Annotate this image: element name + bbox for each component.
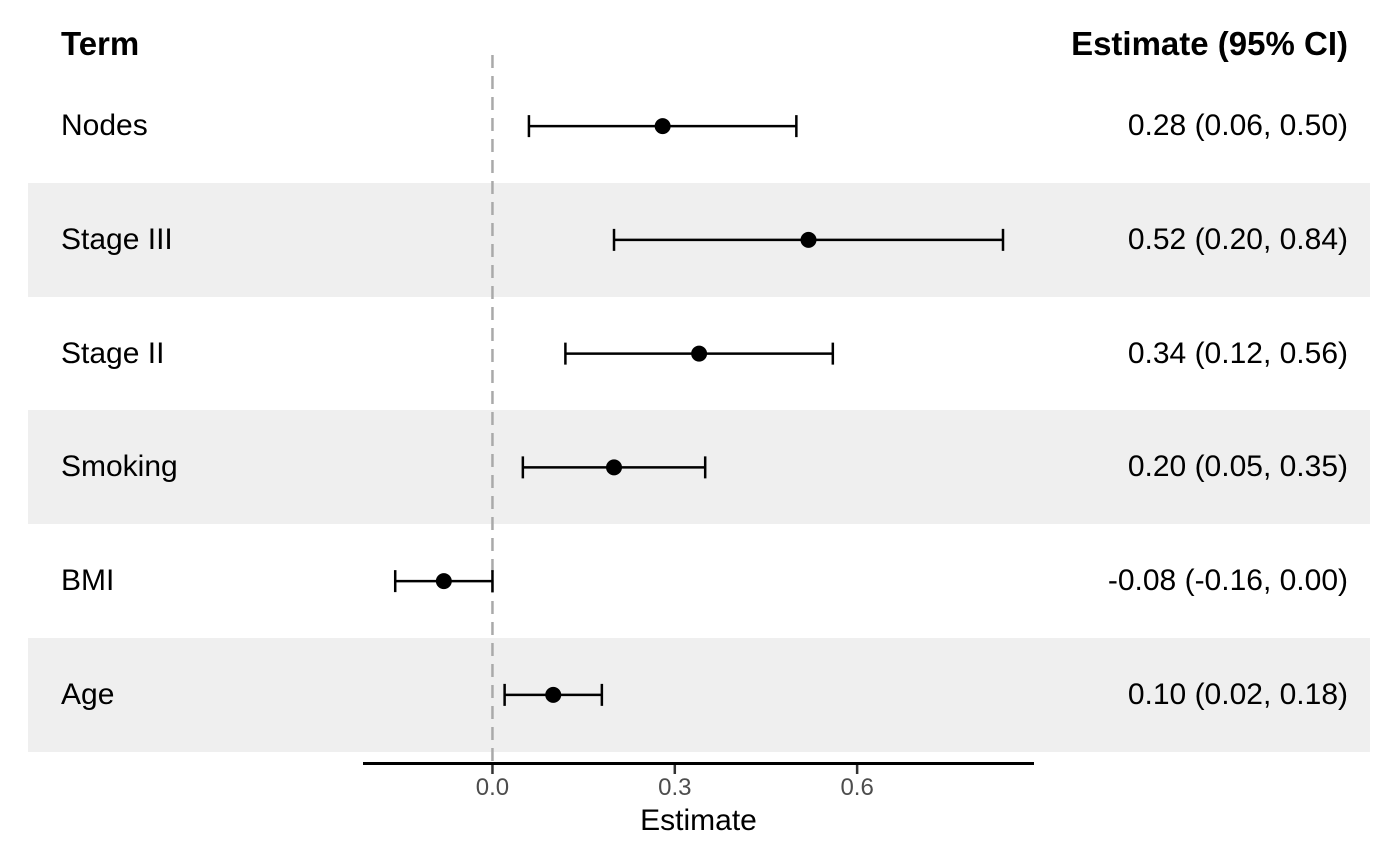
estimate-point (654, 118, 671, 135)
estimate-ci-value: 0.28 (0.06, 0.50) (1127, 109, 1348, 143)
x-axis-tick-label: 0.0 (476, 774, 509, 801)
estimate-point (800, 231, 817, 248)
estimate-point (435, 573, 452, 590)
ci-row (612, 228, 1005, 251)
estimate-ci-value: 0.34 (0.12, 0.56) (1127, 336, 1348, 370)
ci-row (393, 570, 494, 593)
estimate-column-header: Estimate (95% CI) (1071, 25, 1348, 62)
term-label: Smoking (61, 450, 178, 484)
estimate-point (606, 459, 623, 476)
estimate-ci-value: 0.20 (0.05, 0.35) (1127, 450, 1348, 484)
x-axis-tick-label: 0.3 (658, 774, 691, 801)
ci-row (527, 115, 798, 138)
term-label: BMI (61, 564, 115, 598)
term-label: Nodes (61, 109, 148, 143)
term-label: Stage III (61, 222, 173, 256)
ci-row (564, 342, 835, 365)
estimate-point (545, 686, 562, 703)
ci-row (503, 683, 604, 706)
estimate-point (691, 345, 708, 362)
estimate-ci-value: 0.10 (0.02, 0.18) (1127, 677, 1348, 711)
x-axis-tick-label: 0.6 (840, 774, 873, 801)
term-column-header: Term (61, 25, 140, 62)
x-axis-title: Estimate (640, 804, 757, 837)
ci-row (521, 456, 707, 479)
estimate-ci-value: -0.08 (-0.16, 0.00) (1107, 564, 1348, 598)
row-stripe (28, 637, 1370, 752)
estimate-ci-value: 0.52 (0.20, 0.84) (1127, 222, 1348, 256)
term-label: Age (61, 677, 115, 711)
term-label: Stage II (61, 336, 165, 370)
